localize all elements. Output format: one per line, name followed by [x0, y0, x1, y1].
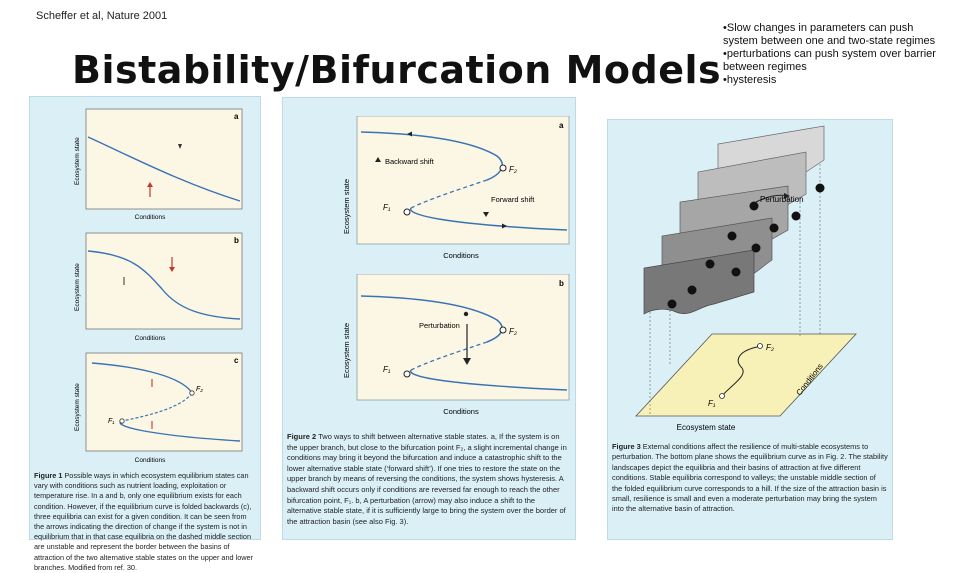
figure-1a-plot: a Ecosystem state Conditions — [74, 108, 243, 221]
citation-text: Scheffer et al, Nature 2001 — [36, 10, 168, 22]
fig2a-forward: Forward shift — [491, 195, 535, 204]
equilibrium-plane — [635, 333, 857, 417]
fig1a-ylabel: Ecosystem state — [74, 137, 81, 185]
fig2a-xlabel: Conditions — [443, 251, 479, 260]
slide-title: Bistability/Bifurcation Models — [72, 48, 722, 92]
fig2a-letter: a — [559, 121, 564, 130]
fig3-f2: F₂ — [766, 343, 774, 352]
fig2b-letter: b — [559, 279, 564, 288]
fig2b-f1: F₁ — [383, 365, 391, 374]
fig1a-letter: a — [234, 112, 239, 121]
fig2a-backward: Backward shift — [385, 157, 435, 166]
fig1b-ylabel: Ecosystem state — [74, 263, 81, 311]
figure-3-panel: Perturbation F₂ F₁ Conditions Ecosystem … — [607, 119, 893, 540]
fig1b-xlabel: Conditions — [135, 335, 166, 342]
figure-1-panel: a Ecosystem state Conditions b Ecosystem… — [29, 96, 261, 572]
fig2b-ylabel: Ecosystem state — [342, 323, 351, 378]
fig3-perturbation: Perturbation — [760, 195, 804, 204]
figure-2-caption-text: Two ways to shift between alternative st… — [287, 432, 567, 526]
figure-2b-plot: b Perturbation F₂ F₁ Ecosystem state Con… — [342, 274, 570, 416]
figure-2-caption: Figure 2 Two ways to shift between alter… — [287, 432, 571, 527]
fig2b-f2: F₂ — [509, 327, 517, 336]
figure-3-landscape: Perturbation F₂ F₁ Conditions Ecosystem … — [635, 125, 857, 432]
figure-2-caption-lead: Figure 2 — [287, 432, 317, 441]
bullet-item: •perturbations can push system over barr… — [723, 48, 936, 73]
fig3-xlabel: Ecosystem state — [677, 423, 736, 432]
fig3-f1: F₁ — [708, 399, 716, 408]
fig1a-xlabel: Conditions — [135, 214, 166, 221]
figure-2-panel: a Backward shift Forward shift F₂ F₁ Eco… — [282, 97, 576, 540]
fig1b-letter: b — [234, 236, 239, 245]
fig1c-xlabel: Conditions — [135, 457, 166, 464]
figure-1-caption: Figure 1 Possible ways in which ecosyste… — [34, 471, 256, 573]
figure-1-caption-text: Possible ways in which ecosystem equilib… — [34, 471, 254, 572]
bullet-list: •Slow changes in parameters can push sys… — [723, 22, 948, 87]
fig2b-xlabel: Conditions — [443, 407, 479, 416]
figure-3-caption-text: External conditions affect the resilienc… — [612, 442, 888, 514]
figure-1c-plot: c F₂ F₁ Ecosystem state Conditions — [74, 352, 243, 464]
figure-3-caption-lead: Figure 3 — [612, 442, 641, 451]
figure-3-caption: Figure 3 External conditions affect the … — [612, 442, 888, 515]
fig1c-f2: F₂ — [196, 386, 203, 393]
fig1c-f1: F₁ — [108, 418, 115, 425]
fig2a-f1: F₁ — [383, 203, 391, 212]
fig1c-ylabel: Ecosystem state — [74, 383, 81, 431]
figure-1b-plot: b Ecosystem state Conditions — [74, 232, 243, 342]
figure-1-caption-lead: Figure 1 — [34, 471, 63, 480]
fig2b-perturbation: Perturbation — [419, 321, 460, 330]
fig2a-ylabel: Ecosystem state — [342, 179, 351, 234]
figure-2a-plot: a Backward shift Forward shift F₂ F₁ Eco… — [342, 116, 570, 260]
bullet-item: •hysteresis — [723, 74, 777, 86]
bullet-item: •Slow changes in parameters can push sys… — [723, 22, 936, 47]
fig1c-letter: c — [234, 356, 239, 365]
fig2a-f2: F₂ — [509, 165, 517, 174]
